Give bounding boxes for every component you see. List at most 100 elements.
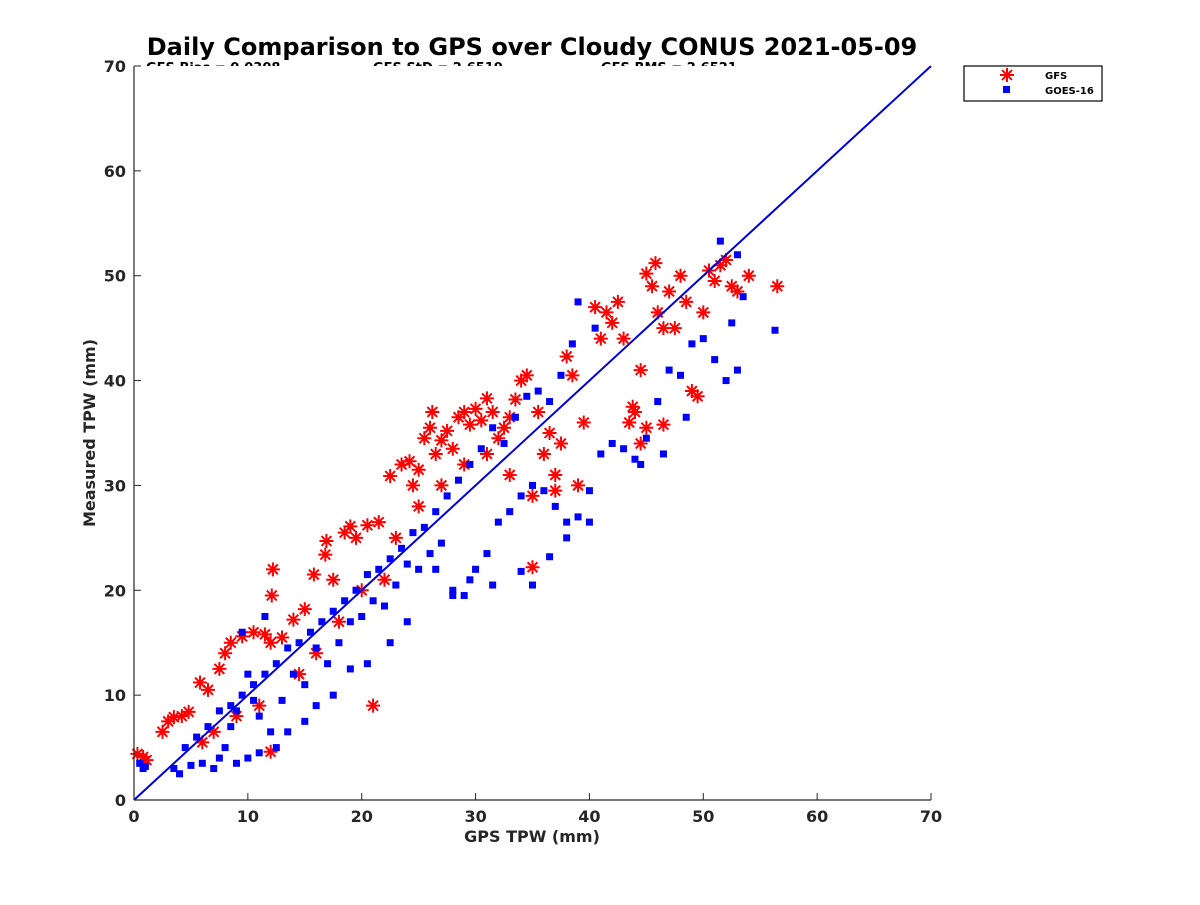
gfs-point	[457, 405, 472, 420]
legend-gfs-label: GFS	[1045, 71, 1067, 82]
goes16-point	[585, 487, 593, 495]
goes16-point	[232, 707, 240, 715]
goes16-point	[409, 529, 417, 537]
gfs-point	[331, 614, 346, 629]
goes16-point	[176, 770, 184, 778]
goes16-point	[244, 670, 252, 678]
goes16-point	[335, 639, 343, 647]
goes16-point	[267, 728, 275, 736]
x-tick-label: 40	[578, 807, 600, 826]
y-tick-label: 30	[104, 476, 126, 495]
goes16-point	[238, 628, 246, 636]
goes16-point	[369, 597, 377, 605]
goes16-point	[597, 450, 605, 458]
goes16-point	[403, 618, 411, 626]
gfs-point	[650, 305, 665, 320]
goes16-point	[620, 445, 628, 453]
gfs-point	[622, 415, 637, 430]
goes16-point	[454, 476, 462, 484]
goes16-point	[688, 340, 696, 348]
gfs-point	[319, 534, 334, 549]
gfs-point	[417, 431, 432, 446]
gfs-point	[423, 420, 438, 435]
goes16-point	[301, 681, 309, 689]
goes16-point	[568, 340, 576, 348]
gfs-point	[434, 433, 449, 448]
gfs-point	[394, 457, 409, 472]
y-axis-label: Measured TPW (mm)	[80, 339, 99, 527]
one-to-one-line	[133, 65, 932, 801]
goes16-point	[181, 744, 189, 752]
goes16-point	[363, 571, 371, 579]
goes16-point	[312, 702, 320, 710]
goes16-point	[517, 567, 525, 575]
gfs-point	[479, 446, 494, 461]
gfs-point	[616, 331, 631, 346]
gfs-point	[425, 405, 440, 420]
goes16-point	[483, 550, 491, 558]
gfs-point	[571, 478, 586, 493]
gfs-point	[309, 646, 324, 661]
goes16-point	[255, 712, 263, 720]
gfs-point	[707, 273, 722, 288]
gfs-point	[656, 417, 671, 432]
goes16-point	[210, 765, 218, 773]
x-tick-label: 0	[128, 807, 139, 826]
goes16-point	[346, 665, 354, 673]
gfs-point	[770, 279, 785, 294]
goes16-point	[574, 513, 582, 521]
goes16-point	[358, 613, 366, 620]
goes16-point	[284, 728, 292, 736]
goes16-point	[585, 518, 593, 526]
goes16-point	[261, 670, 269, 678]
goes16-point	[494, 518, 502, 526]
gfs-point	[633, 436, 648, 451]
goes16-point	[557, 371, 565, 379]
goes16-point	[460, 592, 468, 600]
goes16-point	[771, 326, 779, 334]
gfs-point	[662, 284, 677, 299]
goes16-point	[341, 597, 349, 605]
gfs-point	[297, 602, 312, 617]
y-tick-label: 60	[104, 162, 126, 181]
goes16-point	[659, 450, 667, 458]
goes16-point	[375, 565, 383, 573]
gfs-point	[326, 572, 341, 587]
goes16-point	[699, 335, 707, 343]
x-tick-label: 60	[806, 807, 828, 826]
gfs-point	[633, 363, 648, 378]
gfs-point	[690, 389, 705, 404]
goes16-point	[215, 754, 223, 762]
goes16-point	[170, 765, 178, 773]
goes16-point	[426, 550, 434, 558]
gfs-point	[218, 646, 233, 661]
gfs-point	[195, 735, 210, 750]
goes16-point	[284, 644, 292, 652]
goes16-point	[563, 534, 571, 542]
gfs-point	[627, 405, 642, 420]
goes16-point	[711, 356, 719, 364]
gfs-point	[428, 446, 443, 461]
goes16-point	[733, 251, 741, 259]
goes16-point	[716, 237, 724, 245]
x-tick-label: 10	[237, 807, 259, 826]
legend-box	[963, 65, 1103, 102]
goes16-point	[654, 398, 662, 406]
goes16-point	[329, 691, 337, 699]
goes16-point	[346, 618, 354, 626]
goes16-point	[244, 754, 252, 762]
goes16-point	[546, 398, 554, 406]
goes16-point	[301, 717, 309, 725]
x-tick-label: 50	[692, 807, 714, 826]
gfs-point	[212, 661, 227, 676]
goes16-point	[289, 670, 297, 678]
goes16-point	[227, 723, 235, 731]
gfs-point	[684, 384, 699, 399]
goes16-point	[608, 439, 616, 447]
gfs-point	[599, 305, 614, 320]
goes16-point	[312, 644, 320, 652]
y-tick-label: 70	[104, 57, 126, 76]
goes16-point	[529, 581, 536, 589]
goes16-point	[193, 733, 201, 741]
